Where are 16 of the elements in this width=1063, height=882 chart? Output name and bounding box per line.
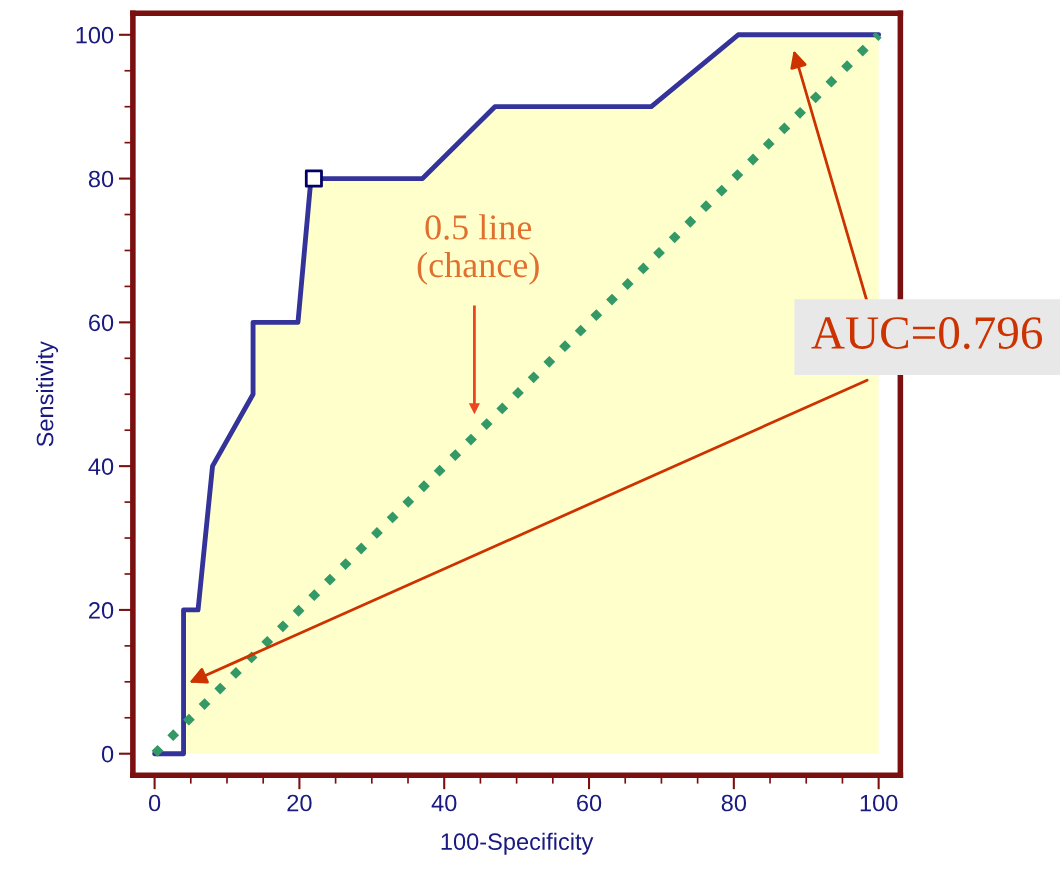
x-axis-title: 100-Specificity: [441, 832, 594, 855]
y-axis-title: Sensitivity: [36, 341, 59, 447]
x-tick-label: 40: [431, 794, 457, 812]
x-tick-label: 100: [860, 794, 898, 812]
x-tick-label: 20: [287, 794, 312, 812]
x-tick-label: 0: [148, 794, 161, 812]
y-tick-label: 60: [89, 314, 114, 332]
y-tick-label: 20: [89, 602, 114, 619]
y-tick-label: 80: [88, 170, 114, 188]
x-tick-label: 60: [577, 794, 602, 812]
y-tick-label: 40: [88, 458, 114, 475]
annotation: 0.5 line (chance): [417, 214, 539, 285]
y-tick-label: 100: [76, 26, 114, 44]
annotation: AUC=0.796: [811, 317, 1043, 350]
y-tick-label: 0: [101, 745, 114, 763]
x-tick-label: 80: [721, 794, 747, 812]
